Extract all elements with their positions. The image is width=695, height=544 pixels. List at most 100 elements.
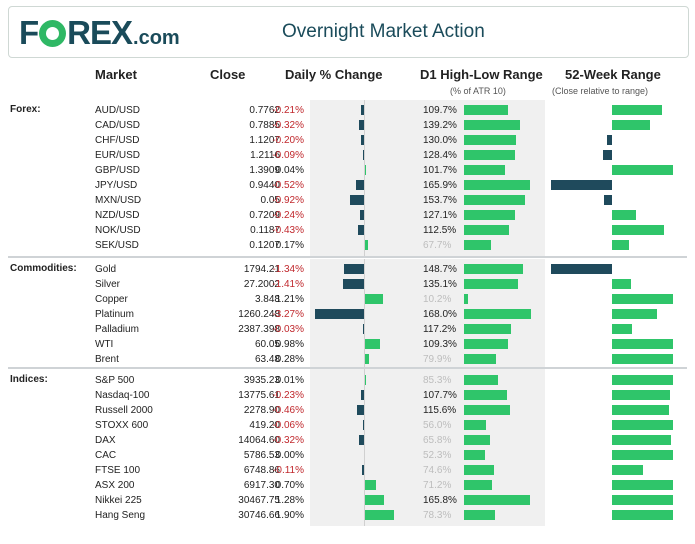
close-value: 0.1187 (250, 225, 280, 236)
market-name: SEK/USD (95, 240, 139, 251)
d1-range-value: 165.8% (423, 495, 457, 506)
close-value: 0.7209 (249, 210, 280, 221)
close-value: 30746.66 (238, 510, 280, 521)
d1-range-value: 109.7% (423, 105, 457, 116)
daily-change-value: -0.06% (272, 420, 304, 431)
market-name: CAD/USD (95, 120, 141, 131)
d1-range-value: 117.2% (423, 324, 457, 335)
week52-bar (551, 180, 612, 190)
daily-change-value: 1.90% (275, 510, 304, 521)
d1-range-value: 153.7% (423, 195, 457, 206)
close-value: 6748.86 (243, 465, 280, 476)
close-value: 0.1207 (249, 240, 280, 251)
market-name: STOXX 600 (95, 420, 149, 431)
d1-range-value: 130.0% (423, 135, 457, 146)
market-name: NOK/USD (95, 225, 141, 236)
week52-bar (612, 339, 673, 349)
close-value: 13775.61 (238, 390, 280, 401)
daily-change-value: 0.01% (275, 375, 304, 386)
market-name: Hang Seng (95, 510, 146, 521)
logo-suffix: .com (133, 27, 180, 49)
market-name: AUD/USD (95, 105, 141, 116)
week52-bar (612, 420, 673, 430)
daily-change-value: -0.92% (272, 195, 304, 206)
week52-bar (612, 465, 643, 475)
daily-change-bar (361, 135, 364, 145)
market-name: GBP/USD (95, 165, 141, 176)
close-value: 1.3909 (249, 165, 280, 176)
daily-change-value: -0.23% (272, 390, 304, 401)
col-header-d1-range: D1 High-Low Range (420, 67, 543, 82)
close-value: 1.1207 (249, 135, 280, 146)
daily-change-bar (365, 354, 370, 364)
col-header-market: Market (95, 67, 137, 82)
market-name: Silver (95, 279, 121, 290)
logo-o-icon (39, 20, 67, 47)
close-value: 2278.90 (243, 405, 280, 416)
header-banner: F REX.com Overnight Market Action (8, 6, 689, 58)
market-name: CAC (95, 450, 117, 461)
daily-change-value: -1.34% (272, 264, 304, 275)
daily-change-bar (342, 279, 364, 289)
daily-change-value: -3.27% (272, 309, 304, 320)
daily-change-bar (360, 105, 364, 115)
close-value: 63.48 (254, 354, 280, 365)
week52-bar (612, 294, 673, 304)
close-value: 1260.248 (238, 309, 280, 320)
daily-change-bar (365, 240, 368, 250)
week52-bar (612, 120, 651, 130)
d1-range-value: 101.7% (423, 165, 457, 176)
close-value: 0.7762 (249, 105, 280, 116)
daily-change-bar (365, 480, 376, 490)
daily-change-bar (365, 495, 385, 505)
daily-change-value: 1.28% (275, 495, 304, 506)
week52-bar (612, 225, 664, 235)
daily-change-zero-axis (364, 259, 365, 370)
week52-bar (612, 324, 633, 334)
close-value: 30467.75 (238, 495, 280, 506)
d1-range-value: 85.3% (423, 375, 452, 386)
market-name: NZD/USD (95, 210, 140, 221)
d1-range-bar (464, 240, 492, 250)
week52-bar (612, 240, 629, 250)
d1-range-bar (464, 354, 496, 364)
week52-bar (612, 309, 657, 319)
daily-change-bar (360, 210, 364, 220)
market-name: Palladium (95, 324, 139, 335)
d1-range-bar (464, 105, 508, 115)
close-value: 3.848 (254, 294, 280, 305)
d1-range-bar (464, 279, 519, 289)
forex-logo[interactable]: F REX.com (19, 14, 180, 51)
daily-change-value: 0.28% (275, 354, 304, 365)
daily-change-bar (365, 165, 366, 175)
daily-change-value: -0.46% (272, 405, 304, 416)
daily-change-bar (363, 324, 364, 334)
daily-change-value: -1.41% (272, 279, 304, 290)
close-value: 1794.21 (243, 264, 280, 275)
daily-change-bar (365, 294, 384, 304)
daily-change-bar (343, 264, 364, 274)
d1-range-bar (464, 210, 515, 220)
d1-range-bar (464, 405, 511, 415)
daily-change-bar (362, 465, 364, 475)
close-value: 3935.23 (243, 375, 280, 386)
d1-range-value: 65.8% (423, 435, 452, 446)
daily-change-bar (314, 309, 364, 319)
d1-range-bar (464, 264, 524, 274)
d1-range-bar (464, 120, 520, 130)
d1-range-bar (464, 195, 526, 205)
week52-bar (612, 279, 632, 289)
col-header-52week: 52-Week Range (565, 67, 661, 82)
d1-range-bar (464, 309, 532, 319)
close-value: 27.2002 (243, 279, 280, 290)
daily-change-bar (359, 120, 364, 130)
d1-range-bar (464, 375, 499, 385)
close-value: 6917.30 (243, 480, 280, 491)
close-value: 5786.53 (243, 450, 280, 461)
daily-change-value: 0.04% (275, 165, 304, 176)
daily-change-value: 0.70% (275, 480, 304, 491)
d1-range-value: 79.9% (423, 354, 452, 365)
market-name: Nasdaq-100 (95, 390, 150, 401)
daily-change-bar (360, 390, 364, 400)
week52-bar (612, 480, 673, 490)
